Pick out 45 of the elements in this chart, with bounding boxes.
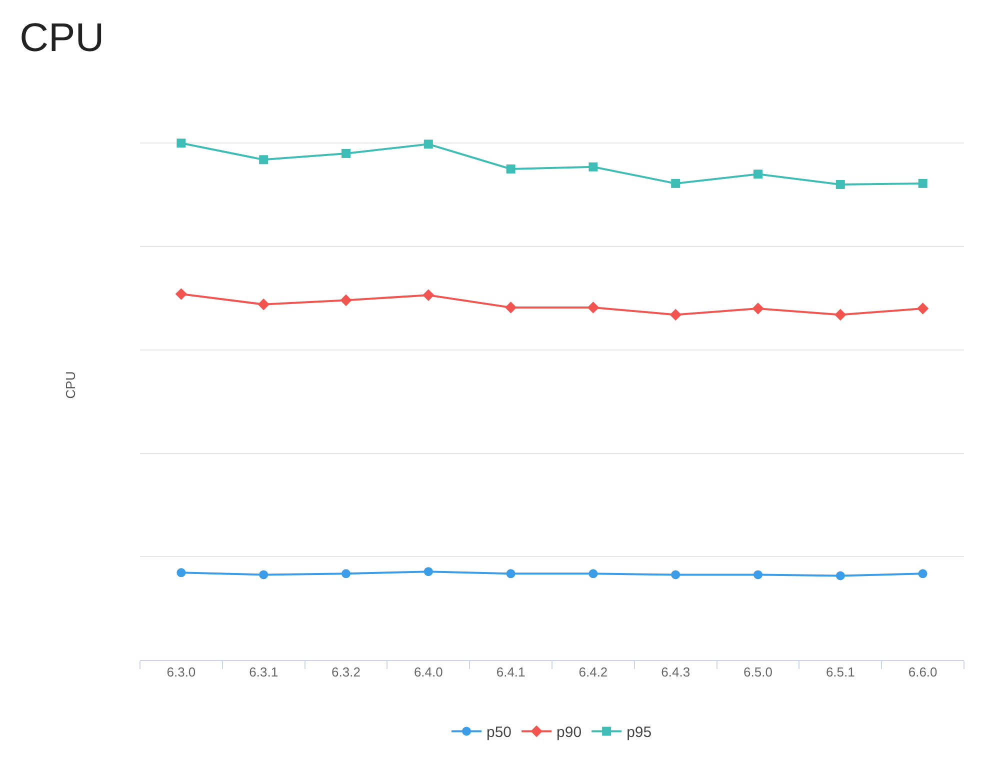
point <box>752 302 764 314</box>
point <box>176 568 186 578</box>
point <box>424 567 433 576</box>
x-tick-label: 6.6.0 <box>908 664 938 680</box>
legend-label: p50 <box>486 724 512 742</box>
x-tick-label: 6.3.2 <box>332 664 360 680</box>
legend-label: p95 <box>626 724 652 742</box>
x-tick-label: 6.4.3 <box>661 664 690 680</box>
point <box>836 180 845 189</box>
point <box>587 302 600 314</box>
point <box>424 140 433 149</box>
point <box>259 155 268 164</box>
x-tick-label: 6.3.0 <box>166 664 196 680</box>
point <box>918 569 928 578</box>
point <box>340 294 352 306</box>
point <box>422 289 434 301</box>
point <box>671 570 680 580</box>
point <box>916 302 929 314</box>
x-tick-label: 6.3.1 <box>249 664 278 680</box>
point <box>754 170 762 179</box>
legend-label: p90 <box>556 724 582 742</box>
point <box>918 178 928 188</box>
point <box>588 569 598 578</box>
point <box>670 308 682 321</box>
x-tick-label: 6.4.2 <box>578 664 608 680</box>
x-tick-label: 6.4.1 <box>496 664 526 680</box>
point <box>671 178 680 188</box>
point <box>506 569 516 578</box>
point <box>588 162 598 172</box>
point <box>259 570 268 580</box>
point <box>754 570 762 580</box>
x-tick-label: 6.5.1 <box>826 664 855 680</box>
point <box>176 138 186 148</box>
x-tick-label: 6.4.0 <box>414 664 443 680</box>
y-axis-title: CPU <box>62 371 78 399</box>
point <box>836 571 845 580</box>
point <box>504 302 517 314</box>
point <box>342 569 350 578</box>
point <box>342 148 350 158</box>
x-tick-label: 6.5.0 <box>744 664 772 680</box>
chart-title: CPU <box>20 16 104 60</box>
point <box>175 288 188 300</box>
point <box>834 308 846 321</box>
point <box>506 164 516 174</box>
point <box>258 298 270 310</box>
